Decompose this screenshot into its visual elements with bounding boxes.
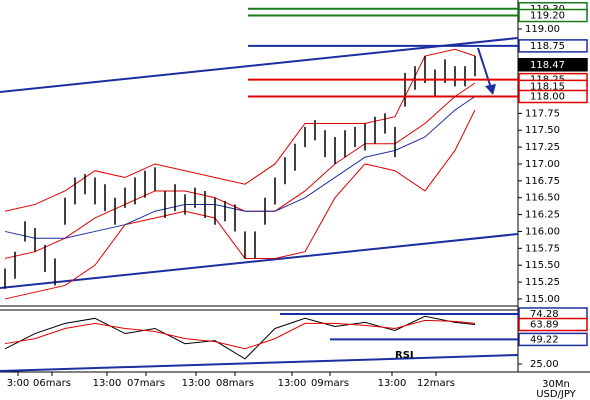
y-tick-label: 115.25	[525, 277, 560, 288]
x-tick-label: 13:00	[378, 378, 407, 389]
y-tick-label: 117.50	[525, 125, 560, 136]
timeframe: 30Mn	[542, 379, 570, 390]
level-label: 118.47	[530, 60, 565, 71]
x-tick-label: 06mars	[33, 378, 71, 389]
x-tick-label: 07mars	[127, 378, 165, 389]
arrow-head	[485, 84, 496, 95]
y-tick-label: 119.00	[525, 24, 560, 35]
level-label: 63.89	[530, 320, 559, 331]
y-tick-label: 117.75	[525, 108, 560, 119]
x-tick-label: 13:00	[182, 378, 211, 389]
level-label: 49.22	[530, 334, 559, 345]
y-tick-label: 25.00	[530, 359, 559, 370]
arrow	[477, 47, 492, 89]
rsi-label: RSI	[395, 350, 414, 361]
x-tick-label: 13:00	[93, 378, 122, 389]
y-tick-label: 116.25	[525, 210, 560, 221]
level-label: 119.20	[530, 11, 565, 22]
y-tick-label: 117.00	[525, 159, 560, 170]
level-box	[518, 317, 588, 332]
symbol: USD/JPY	[536, 389, 576, 400]
trend-line	[0, 354, 519, 372]
level-label: 118.00	[530, 91, 565, 102]
y-tick-label: 116.50	[525, 193, 560, 204]
rsi-line	[4, 319, 476, 350]
y-tick-label: 115.50	[525, 260, 560, 271]
level-label: 118.15	[530, 81, 565, 92]
x-tick-label: 08mars	[216, 378, 254, 389]
trend-line	[0, 233, 519, 289]
trend-line	[0, 37, 519, 93]
level-label: 74.28	[530, 309, 559, 320]
y-tick-label: 117.25	[525, 142, 560, 153]
y-tick-label: 115.00	[525, 294, 560, 305]
y-tick-label: 116.75	[525, 176, 560, 187]
x-tick-label: 3:00	[7, 378, 29, 389]
x-tick-label: 13:00	[278, 378, 307, 389]
indicator-line	[4, 96, 476, 239]
level-box	[518, 332, 588, 347]
x-tick-label: 12mars	[417, 378, 455, 389]
level-box	[518, 58, 588, 72]
level-box	[518, 89, 588, 104]
y-tick-label: 115.75	[525, 243, 560, 254]
y-tick-label: 116.00	[525, 226, 560, 237]
level-box	[518, 8, 588, 23]
level-label: 118.75	[530, 41, 565, 52]
x-tick-label: 09mars	[311, 378, 349, 389]
level-box	[518, 39, 588, 53]
